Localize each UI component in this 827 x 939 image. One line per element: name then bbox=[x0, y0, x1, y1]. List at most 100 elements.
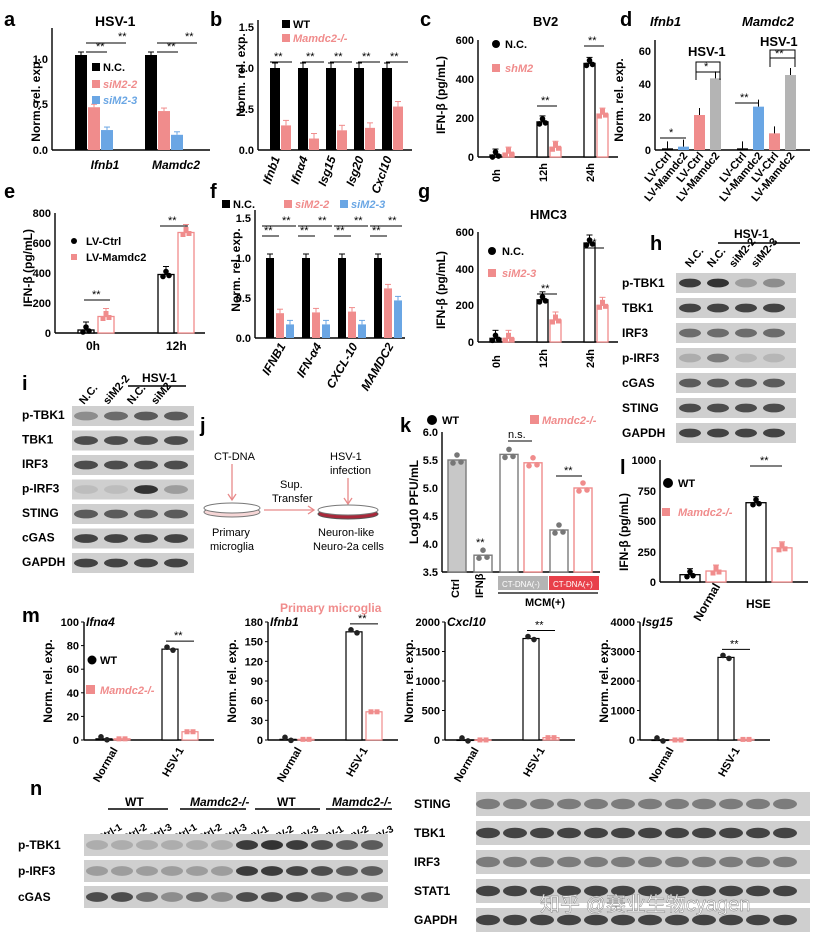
m2-point-0-0-0 bbox=[282, 734, 288, 741]
n-right-blot-0-band-1 bbox=[503, 798, 527, 810]
m3-point-1-0-0 bbox=[525, 633, 531, 640]
m1-point-0-0-0 bbox=[98, 734, 104, 740]
i-blot-5 bbox=[72, 528, 194, 549]
l-bars-point-0-1-2 bbox=[716, 569, 722, 575]
l-legend-0: WT bbox=[678, 478, 695, 490]
b-bars-bar-4-1 bbox=[393, 106, 403, 150]
a-bars-bar-0-0 bbox=[75, 55, 87, 150]
h-blot-3-band-2 bbox=[735, 353, 757, 363]
n-right-blot-0-band-11 bbox=[773, 798, 797, 810]
j-primary: Primary bbox=[212, 527, 250, 539]
h-row-label-4: cGAS bbox=[622, 376, 655, 390]
n-right-blot-0-band-8 bbox=[692, 798, 716, 810]
letter-f: f bbox=[210, 181, 217, 203]
n-right-blot-3-band-10 bbox=[746, 885, 770, 897]
e-legend-0: LV-Ctrl bbox=[86, 236, 121, 248]
b-xlabel-2: Isg15 bbox=[315, 154, 339, 188]
b-legend-1: Mamdc2-/- bbox=[293, 33, 348, 45]
m2-ytick-0: 0 bbox=[257, 735, 263, 747]
e-bars-point-1-0-2 bbox=[166, 272, 172, 279]
i-hsv: HSV-1 bbox=[142, 371, 177, 385]
e-bars-point-1-0-0 bbox=[160, 273, 166, 280]
f-sig-4: ** bbox=[354, 215, 363, 227]
k-point-0-0-0 bbox=[450, 460, 456, 466]
h-blot-3-band-1 bbox=[707, 353, 729, 363]
h-lane-1: N.C. bbox=[705, 245, 728, 270]
c-bars-point-2-1-1 bbox=[600, 108, 605, 114]
n-left-blot-2-band-7 bbox=[261, 892, 283, 902]
f-bars-bar-3-0 bbox=[374, 258, 382, 338]
n-left-blot-2-band-4 bbox=[186, 892, 208, 902]
n-left-blot-2-band-1 bbox=[111, 892, 133, 902]
c-xlabel-0: 0h bbox=[491, 169, 503, 182]
f-ytick-3: 1.5 bbox=[236, 213, 251, 225]
i-blot-6-band-0 bbox=[74, 558, 98, 568]
b-xlabel-1: Ifnα4 bbox=[288, 154, 311, 186]
n-right-label-2: IRF3 bbox=[414, 855, 440, 869]
panel-i: HSV-1 N.C. siM2-2N.C. siM2 p-TBK1TBK1IRF3p… bbox=[22, 371, 194, 573]
m2-bar-0-0 bbox=[279, 738, 297, 741]
h-blot-5-band-2 bbox=[735, 403, 757, 413]
b-ytick-3: 1.5 bbox=[239, 22, 254, 34]
n-right-blot-0-band-2 bbox=[530, 798, 554, 810]
h-row-label-2: IRF3 bbox=[622, 326, 648, 340]
k-sig-0: ** bbox=[564, 465, 573, 477]
b-sig-4: ** bbox=[390, 51, 399, 63]
l-legend-1: Mamdc2-/- bbox=[678, 507, 733, 519]
g-sig-0: ** bbox=[541, 283, 550, 295]
f-ytick-0: 0.0 bbox=[236, 333, 251, 345]
j-ctdna: CT-DNA bbox=[214, 451, 256, 463]
i-blot-5-band-3 bbox=[164, 534, 188, 543]
m3-ytick-3: 1500 bbox=[416, 647, 440, 659]
h-blot-5-band-0 bbox=[679, 403, 701, 413]
m2-point-1-0-0 bbox=[348, 627, 354, 633]
m4-title: Isg15 bbox=[642, 615, 673, 629]
letter-g: g bbox=[418, 181, 430, 203]
c-ytick-0: 0 bbox=[468, 152, 474, 164]
e-ytick-1: 200 bbox=[33, 298, 51, 310]
j-transfer: Transfer bbox=[272, 493, 313, 505]
c-bars-point-1-1-0 bbox=[550, 146, 555, 152]
n-wt-0: WT bbox=[125, 795, 144, 809]
l-legend-swatch-1 bbox=[662, 508, 670, 516]
n-right-blot-0-band-4 bbox=[584, 798, 608, 810]
m3-title: Cxcl10 bbox=[447, 615, 486, 629]
n-right-blot-4-band-7 bbox=[665, 914, 689, 926]
m4-ytick-4: 4000 bbox=[611, 617, 635, 629]
i-blot-6-band-2 bbox=[134, 558, 158, 568]
l-ytick-4: 1000 bbox=[632, 455, 656, 467]
d-sig-2: ** bbox=[740, 92, 749, 104]
i-blot-2-band-3 bbox=[164, 460, 188, 470]
d-sig-1: * bbox=[669, 127, 674, 139]
b-xlabel-4: Cxcl10 bbox=[368, 154, 395, 195]
n-left-blot-1-band-5 bbox=[211, 866, 233, 876]
e-bars-point-1-0-1 bbox=[163, 268, 169, 275]
n-left-blot-0-band-8 bbox=[286, 840, 308, 850]
a-legend-0: N.C. bbox=[103, 62, 125, 74]
i-blot-1-band-0 bbox=[74, 436, 98, 445]
i-blot-2-band-2 bbox=[134, 460, 158, 470]
m4-point-1-1-1 bbox=[746, 736, 752, 742]
c-bars-point-1-0-1 bbox=[539, 116, 546, 122]
f-bars-bar-2-1 bbox=[348, 311, 356, 338]
d-bar-0-1 bbox=[678, 146, 689, 150]
e-bars-bar-1-1 bbox=[177, 231, 195, 334]
m4-bar-1-1 bbox=[737, 738, 755, 741]
m2-xlabel-1: HSV-1 bbox=[344, 746, 370, 780]
c-bars-point-0-1-0 bbox=[503, 152, 508, 158]
m2-point-1-0-1 bbox=[354, 630, 360, 636]
h-hsv: HSV-1 bbox=[734, 227, 769, 241]
g-xlabel-2: 24h bbox=[585, 349, 597, 368]
d-bar-1-1 bbox=[753, 106, 764, 150]
n-right-blot-3-band-0 bbox=[476, 885, 500, 897]
panel-b: Norm. rel. exp. 0.0 0.5 1.0 1.5 Ifnb1 Ifn… bbox=[234, 19, 412, 195]
g-ytick-0: 0 bbox=[468, 337, 474, 349]
k-ytick-4: 5.5 bbox=[423, 455, 438, 467]
h-blot-1-band-0 bbox=[679, 303, 701, 313]
f-bars-bar-3-2 bbox=[394, 300, 402, 338]
n-ko-0: Mamdc2-/- bbox=[190, 795, 249, 809]
f-sig-1: ** bbox=[264, 225, 273, 237]
n-right-blot-3-band-7 bbox=[665, 885, 689, 897]
h-blot-4-band-3 bbox=[763, 378, 785, 388]
